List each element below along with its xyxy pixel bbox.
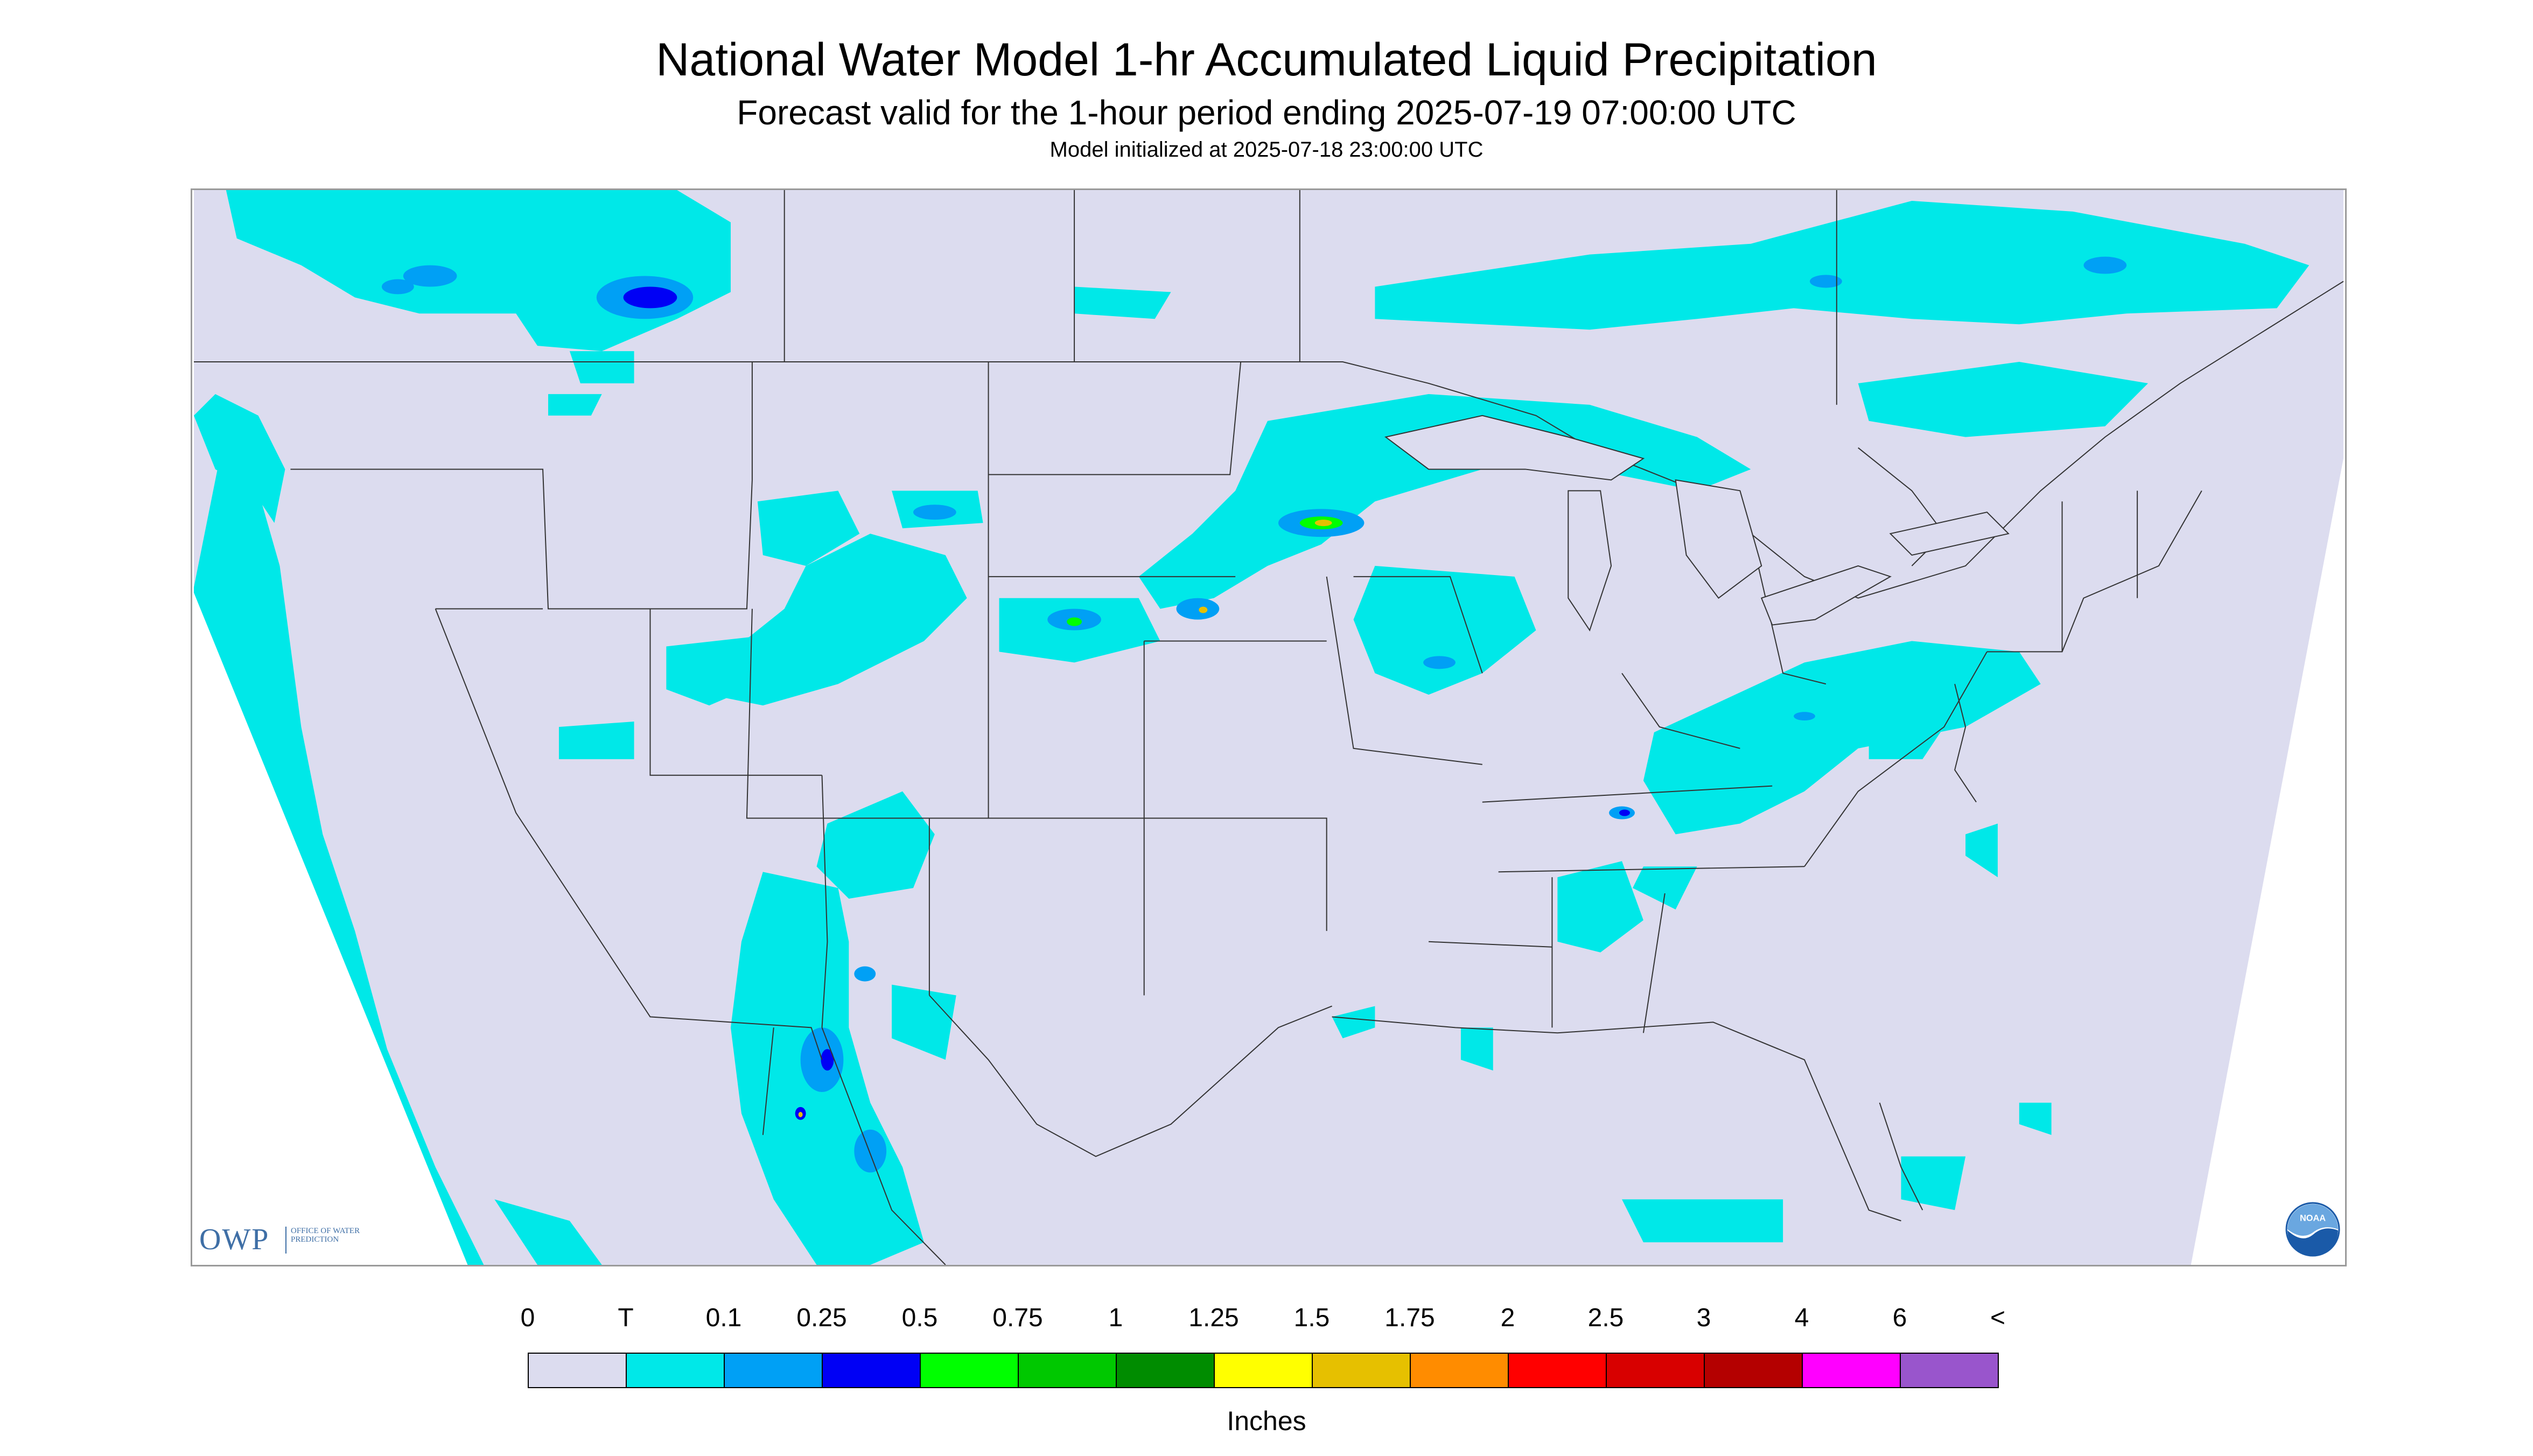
legend-swatch: [1116, 1353, 1215, 1388]
canada-nw-precip: [226, 190, 731, 416]
map-title: National Water Model 1-hr Accumulated Li…: [656, 34, 1877, 86]
legend-swatch: [920, 1353, 1019, 1388]
legend-tick-label: 1: [1108, 1304, 1123, 1332]
legend-tick-label: <: [1990, 1304, 2006, 1332]
model-init-line: Model initialized at 2025-07-18 23:00:00…: [1049, 138, 1484, 162]
legend-tick-label: 1.5: [1293, 1304, 1330, 1332]
legend-tick-label: 1.75: [1384, 1304, 1435, 1332]
legend-swatch: [1508, 1353, 1607, 1388]
legend-swatch: [1704, 1353, 1803, 1388]
owp-logo: OWP OFFICE OF WATER PREDICTION: [199, 1222, 377, 1260]
noaa-logo-text: NOAA: [2300, 1214, 2326, 1223]
owp-logo-subtext: OFFICE OF WATER PREDICTION: [291, 1227, 360, 1244]
legend-swatch: [822, 1353, 921, 1388]
canada-nw-heavy: [623, 286, 677, 309]
ohio-valley-precip: [1557, 641, 2041, 953]
legend-tick-label: 2.5: [1587, 1304, 1624, 1332]
great-lakes: [1384, 415, 2010, 632]
legend-tick-label: 3: [1696, 1304, 1711, 1332]
noaa-logo: NOAA: [2285, 1202, 2340, 1257]
map-subtitle: Forecast valid for the 1-hour period end…: [737, 93, 1796, 132]
ohio-valley-heavy: [1619, 809, 1630, 816]
canada-ne-moderate: [1809, 256, 2127, 288]
legend-swatch: [1312, 1353, 1411, 1388]
legend-tick-label: 0: [520, 1304, 535, 1332]
legend-swatch: [626, 1353, 725, 1388]
legend-swatch: [724, 1353, 823, 1388]
owp-logo-divider: [285, 1227, 286, 1254]
upper-midwest-very-heavy-core: [1199, 520, 1332, 613]
legend-tick-label: 0.1: [705, 1304, 742, 1332]
map-canvas: [194, 190, 2344, 1265]
legend-swatch: [1214, 1353, 1313, 1388]
canada-ne-precip: [1074, 200, 2310, 437]
domain-mask-left: [194, 592, 468, 1265]
legend-tick-label: 6: [1892, 1304, 1907, 1332]
legend-swatch: [1900, 1353, 1999, 1388]
legend-swatch: [528, 1353, 627, 1388]
gulf-coast-precip: [1332, 1006, 2052, 1243]
legend-swatch: [1410, 1353, 1509, 1388]
west-coast-trace-band: [194, 394, 602, 1265]
legend-swatch: [1018, 1353, 1117, 1388]
interior-west-very-heavy: [798, 1111, 803, 1117]
legend-tick-label: T: [618, 1304, 634, 1332]
precipitation-legend: 0 T 0.1 0.25 0.5 0.75 1 1.25 1.5 1.75 2 2.5 3 4 6 <: [521, 1303, 2014, 1389]
legend-tick-label: 0.25: [796, 1304, 847, 1332]
legend-tick-label: 2: [1500, 1304, 1515, 1332]
precipitation-map: [191, 188, 2347, 1266]
owp-logo-text: OWP: [199, 1223, 270, 1256]
legend-swatch: [1802, 1353, 1901, 1388]
legend-swatch: [1606, 1353, 1705, 1388]
legend-color-bar: [528, 1353, 1999, 1388]
legend-tick-label: 0.75: [992, 1304, 1043, 1332]
legend-units: Inches: [1227, 1406, 1306, 1436]
model-domain: [194, 190, 2343, 1265]
legend-tick-label: 0.5: [901, 1304, 938, 1332]
east-coast-detail: [1879, 684, 1977, 1210]
legend-tick-label: 4: [1794, 1304, 1809, 1332]
legend-tick-label: 1.25: [1188, 1304, 1239, 1332]
